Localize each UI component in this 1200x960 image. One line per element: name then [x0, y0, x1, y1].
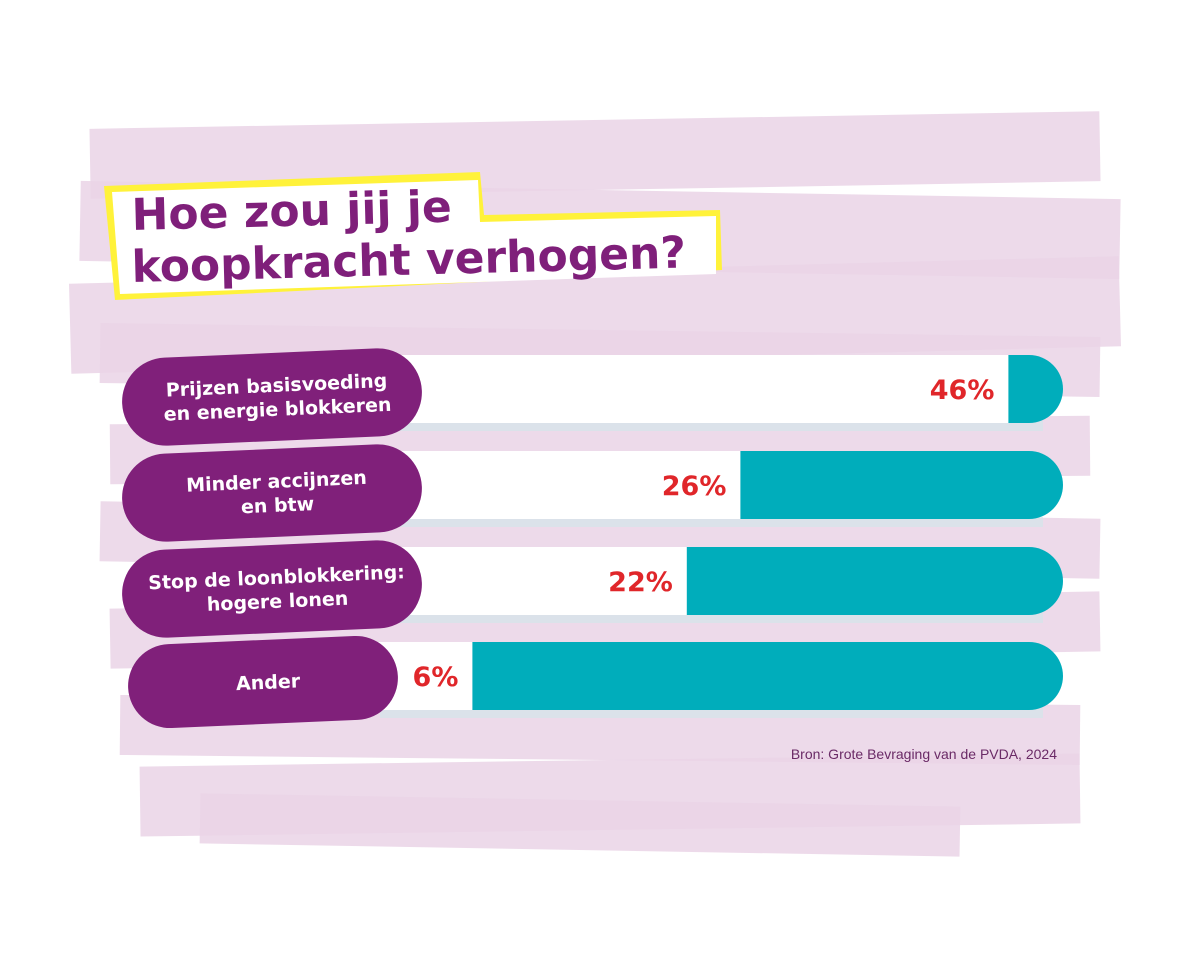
value-label: 26% [662, 471, 727, 502]
pill-shape [122, 348, 422, 446]
value-label: 46% [930, 375, 995, 406]
brush-stroke [89, 111, 1101, 199]
bar-shadow [380, 708, 1043, 718]
bar-shadow [380, 421, 1043, 431]
bar-shadow [380, 613, 1043, 623]
pill-shape [122, 444, 422, 542]
category-label: en btw [240, 493, 314, 518]
bar-track [360, 642, 1063, 710]
bar-shadow [380, 517, 1043, 527]
title-block: Hoe zou jij je koopkracht verhogen? [104, 172, 722, 300]
title-backdrop [112, 180, 716, 294]
pill-shape [122, 540, 422, 638]
category-label: Ander [236, 670, 302, 695]
brush-stroke [199, 793, 961, 857]
value-label: 22% [608, 567, 673, 598]
bar-value-fill [320, 355, 1009, 423]
value-label: 6% [413, 662, 459, 693]
bar-row: 6% Ander [128, 635, 1063, 729]
category-pill: Ander [128, 635, 398, 729]
bar-row: 22% Stop de loonblokkering:hogere lonen [122, 540, 1063, 638]
source-note: Bron: Grote Bevraging van de PVDA, 2024 [791, 746, 1057, 762]
chart-title-line-1: Hoe zou jij je [131, 182, 452, 241]
category-pill: Stop de loonblokkering:hogere lonen [122, 540, 422, 638]
pill-shape [128, 635, 398, 729]
